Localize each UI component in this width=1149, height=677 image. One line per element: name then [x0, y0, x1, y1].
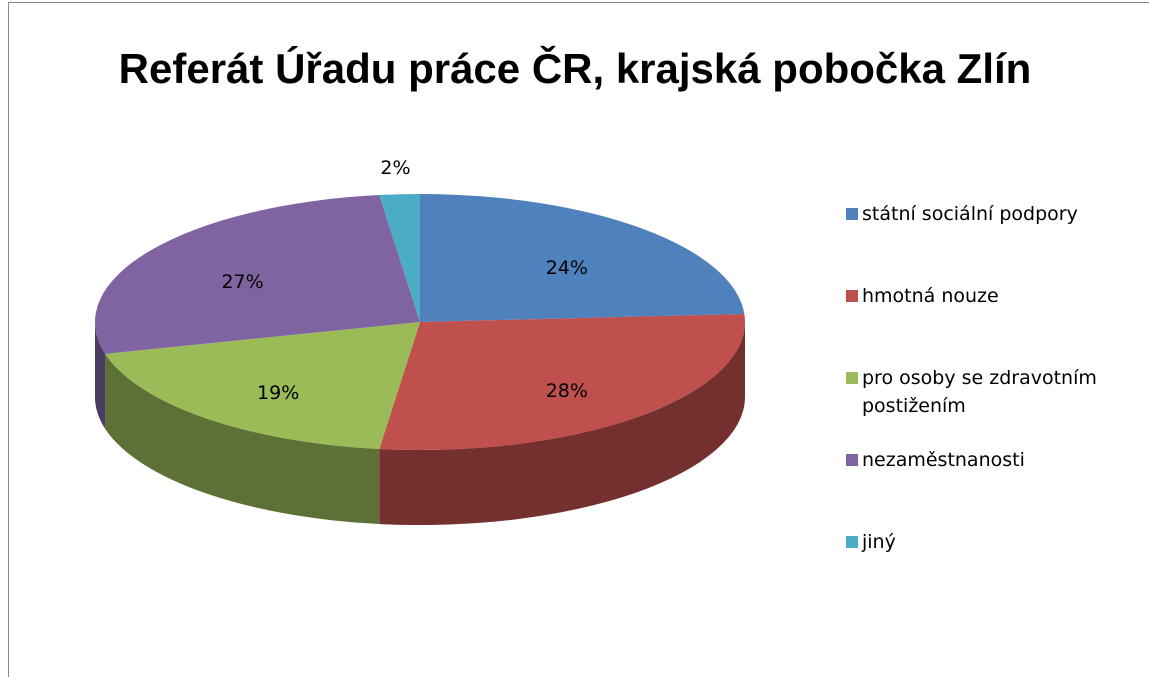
data-label: 27%	[221, 271, 263, 293]
legend-label: jiný	[862, 531, 896, 553]
legend-swatch	[846, 208, 858, 220]
legend-swatch	[846, 290, 858, 302]
pie-slice	[379, 194, 420, 322]
data-label: 28%	[546, 380, 588, 402]
pie-slice	[94, 195, 420, 354]
data-label: 24%	[546, 257, 588, 279]
pie-slice	[105, 322, 420, 449]
legend-swatch	[846, 372, 858, 384]
legend-label: hmotná nouze	[862, 285, 999, 307]
data-label: 19%	[257, 382, 299, 404]
chart-title: Referát Úřadu práce ČR, krajská pobočka …	[119, 44, 1032, 92]
pie-slice	[420, 194, 745, 322]
chart-border	[8, 2, 1149, 677]
legend-item: nezaměstnanosti	[846, 446, 1136, 528]
pie-side-shade	[95, 322, 106, 429]
pie-side-shade	[379, 322, 745, 525]
legend-item: státní sociální podpory	[846, 200, 1136, 282]
legend: státní sociální podpory hmotná nouze pro o…	[846, 200, 1136, 610]
pie-slice	[379, 313, 745, 450]
pie-side	[105, 353, 380, 524]
pie-side	[379, 322, 745, 525]
legend-swatch	[846, 536, 858, 548]
legend-swatch	[846, 454, 858, 466]
data-label: 2%	[380, 157, 410, 179]
legend-item: pro osoby se zdravotním postižením	[846, 364, 1136, 446]
pie-side	[95, 322, 106, 429]
legend-item: jiný	[846, 528, 1136, 610]
legend-label: státní sociální podpory	[862, 203, 1078, 225]
legend-item: hmotná nouze	[846, 282, 1136, 364]
legend-label: nezaměstnanosti	[862, 449, 1025, 471]
pie-side-shade	[105, 353, 380, 524]
legend-label: pro osoby se zdravotním postižením	[862, 367, 1097, 417]
